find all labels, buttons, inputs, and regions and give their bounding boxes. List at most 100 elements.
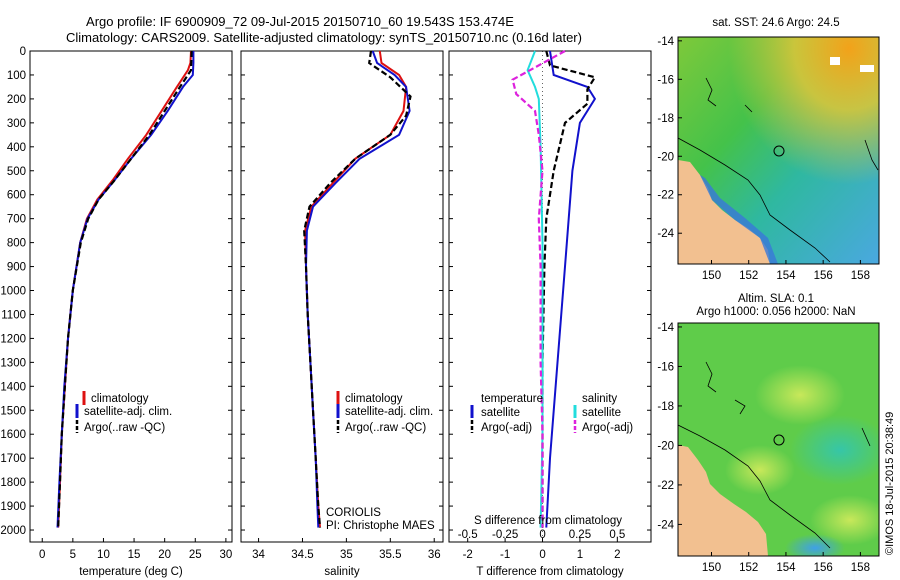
difference-xtick-label: -2 (463, 549, 473, 561)
sla-blob-high-3 (810, 495, 879, 545)
temperature-series-argo-raw-qc- (57, 50, 193, 528)
s-diff-tick-label: -0.25 (492, 529, 518, 541)
difference-legend: temperature salinity satellite Argo(-adj… (470, 393, 633, 527)
sla_map-lat-label: -18 (657, 401, 674, 413)
sst_map-lon-label: 154 (776, 270, 796, 282)
s-diff-tick-label: -0.5 (458, 529, 478, 541)
sst-field (678, 37, 879, 264)
depth-tick-label: 1400 (0, 381, 26, 393)
legend-header-salinity: salinity (582, 393, 617, 405)
coriolis-annotation: CORIOLIS (326, 507, 381, 519)
sla_map-lat-label: -14 (657, 322, 674, 334)
depth-tick-label: 1600 (0, 429, 26, 441)
sla_map-lon-label: 152 (739, 562, 758, 574)
temperature-series-climatology (57, 50, 192, 528)
diff-legend-label-t-argo: Argo(-adj) (481, 422, 532, 434)
difference-xlabel: T difference from climatology (476, 566, 623, 578)
salinity-legend: climatology satellite-adj. clim. Argo(..… (326, 391, 435, 532)
sla-blob-low-2 (785, 534, 845, 556)
depth-tick-label: 700 (7, 214, 26, 226)
depth-tick-label: 800 (7, 238, 26, 250)
salinity-xtick-label: 35.5 (379, 549, 401, 561)
depth-tick-label: 500 (7, 166, 26, 178)
sst-coast-blue (700, 175, 778, 264)
diff-legend-label-s-argo: Argo(-adj) (582, 422, 633, 434)
sst_map-lat-label: -24 (657, 228, 674, 240)
salinity-series-satellite-adj-clim- (304, 50, 411, 528)
sst-land (678, 160, 770, 264)
sst_map-lat-label: -18 (657, 113, 674, 125)
depth-tick-label: 1000 (0, 286, 26, 298)
sst-shelf-contour (678, 137, 831, 263)
depth-tick-label: 400 (7, 142, 26, 154)
salinity-xtick-label: 36 (428, 549, 441, 561)
temperature-xtick-label: 25 (189, 549, 202, 561)
sst_map-lat-label: -16 (657, 74, 674, 86)
depth-tick-label: 600 (7, 190, 26, 202)
depth-tick-label: 1700 (0, 453, 26, 465)
s-diff-tick-label: 0.5 (609, 529, 625, 541)
difference-xtick-label: 2 (614, 549, 620, 561)
temperature-xlabel: temperature (deg C) (79, 566, 183, 578)
s-diff-tick-label: 0.25 (569, 529, 591, 541)
depth-tick-label: 1500 (0, 405, 26, 417)
legend-label-argo: Argo(..raw -QC) (84, 422, 165, 434)
difference-series-s-satellite (526, 50, 544, 528)
difference-xtick-label: -1 (500, 549, 510, 561)
temperature-xtick-label: 10 (97, 549, 110, 561)
figure-title-line2: Climatology: CARS2009. Satellite-adjuste… (66, 30, 582, 45)
salinity-series-climatology (304, 50, 408, 528)
sla-blob-high-1 (755, 365, 845, 425)
salinity-series-argo-raw-qc- (303, 50, 412, 528)
depth-tick-label: 0 (20, 46, 26, 58)
sla-reef-contour (705, 361, 871, 447)
sst_map-lon-label: 158 (851, 270, 870, 282)
sla-map-frame (677, 322, 880, 557)
sla-blob-high-2 (725, 445, 795, 495)
salinity-xtick-label: 35 (340, 549, 353, 561)
s-difference-label: S difference from climatology (474, 515, 622, 527)
depth-tick-label: 1300 (0, 357, 26, 369)
sal-legend-label-satellite: satellite-adj. clim. (345, 406, 433, 418)
sla-shelf-contour (678, 424, 831, 549)
sla-map-title-line1: Altim. SLA: 0.1 (738, 293, 814, 305)
figure-title-line1: Argo profile: IF 6900909_72 09-Jul-2015 … (86, 14, 514, 29)
sst_map-lat-label: -22 (657, 190, 674, 202)
depth-tick-label: 900 (7, 262, 26, 274)
sst_map-lat-label: -14 (657, 36, 674, 48)
sla_map-lat-label: -20 (657, 440, 674, 452)
depth-tick-label: 200 (7, 94, 26, 106)
temperature-axes-frame (29, 50, 233, 543)
sal-legend-label-climatology: climatology (345, 393, 403, 405)
depth-tick-label: 1100 (1, 309, 26, 321)
sla-blob-low-1 (790, 415, 879, 485)
depth-tick-label: 300 (7, 118, 26, 130)
sst_map-lon-label: 150 (702, 270, 721, 282)
legend-header-temperature: temperature (481, 393, 543, 405)
sst_map-lat-label: -20 (657, 151, 674, 163)
sla-map-panel: Altim. SLA: 0.1 Argo h1000: 0.056 h2000:… (657, 293, 880, 574)
temperature-xtick-label: 20 (158, 549, 171, 561)
salinity-xtick-label: 34 (252, 549, 265, 561)
sla_map-lon-label: 154 (776, 562, 796, 574)
sst-missing-cell-2 (860, 65, 874, 72)
depth-tick-label: 100 (7, 70, 26, 82)
depth-tick-label: 1800 (0, 477, 26, 489)
legend-label-climatology: climatology (91, 393, 149, 405)
sal-legend-label-argo: Argo(..raw -QC) (345, 422, 426, 434)
legend-label-satellite: satellite-adj. clim. (84, 406, 172, 418)
difference-series-t-satellite (545, 50, 597, 528)
depth-tick-label: 1900 (0, 501, 26, 513)
sla_map-lon-label: 150 (702, 562, 721, 574)
salinity-panel: 34 34.5 35 35.5 36 salinity (240, 50, 444, 578)
diff-legend-label-t-satellite: satellite (481, 407, 520, 419)
sst_map-lon-label: 152 (739, 270, 758, 282)
diff-legend-label-s-satellite: satellite (582, 407, 621, 419)
temperature-legend: climatology satellite-adj. clim. Argo(..… (75, 391, 172, 434)
sst-map-frame (677, 36, 880, 265)
sst-map-panel: sat. SST: 24.6 Argo: 24.5 150 152 154 156 15… (657, 17, 880, 282)
sla-field (678, 323, 879, 556)
pi-annotation: PI: Christophe MAES (326, 520, 435, 532)
temperature-xtick-label: 30 (219, 549, 232, 561)
depth-tick-label: 2000 (0, 525, 26, 537)
